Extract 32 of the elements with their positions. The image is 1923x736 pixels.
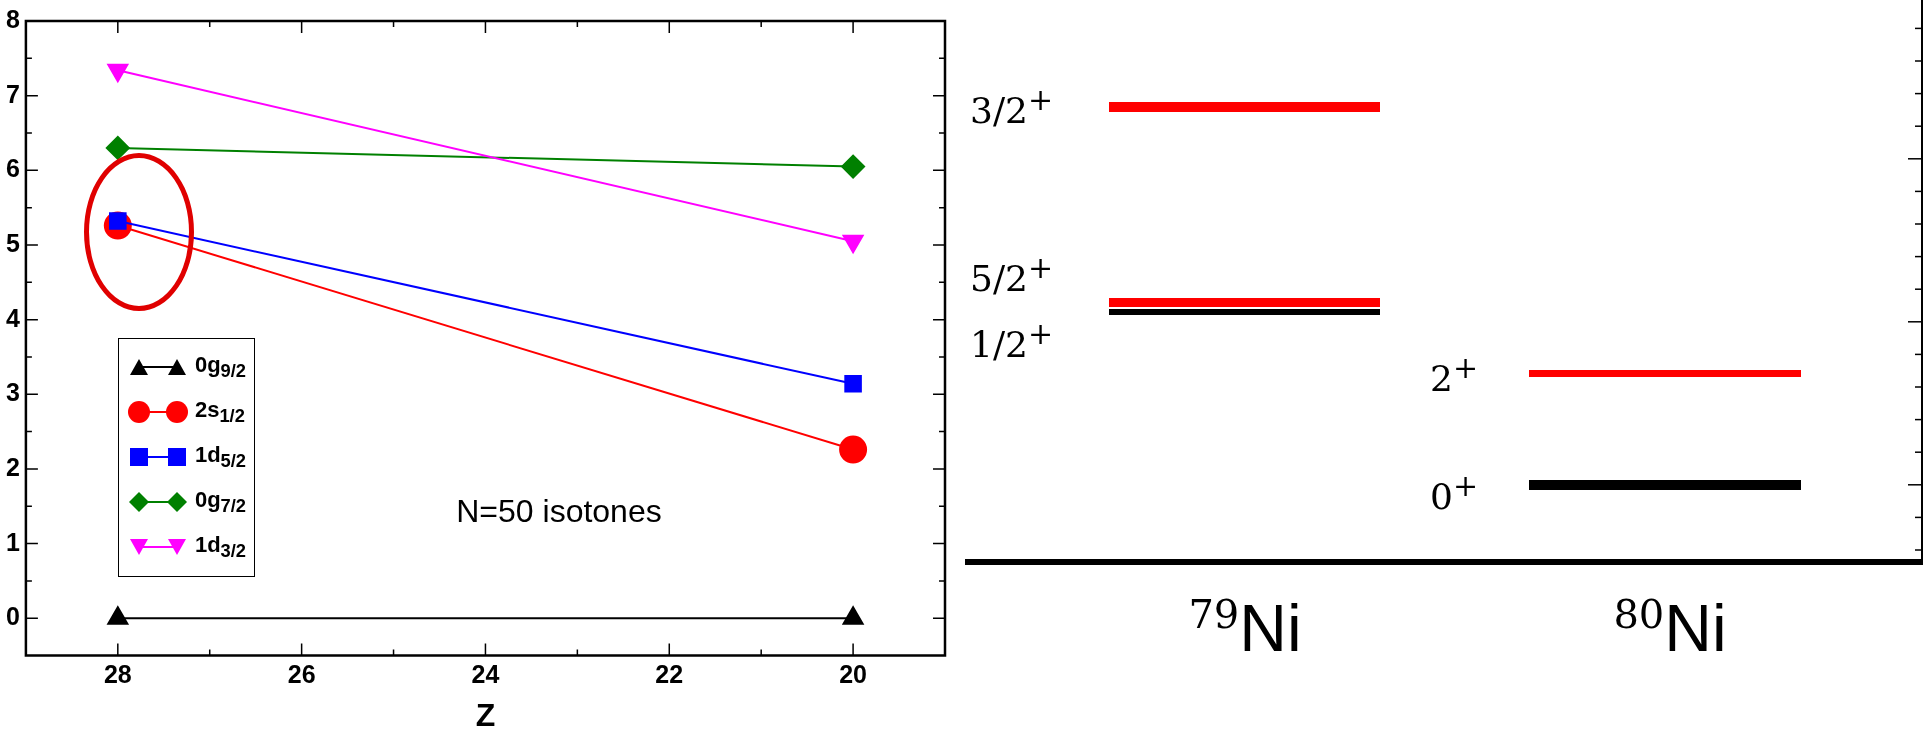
category-label: $^{79}$Ni	[1188, 590, 1302, 666]
y-tick-label: 2	[6, 452, 20, 481]
legend-label: 1d$_{3/2}$	[194, 531, 247, 563]
legend-label: 1d$_{5/2}$	[194, 441, 247, 473]
point	[841, 154, 866, 179]
point	[105, 135, 130, 160]
text: 1/2$^{+}$	[970, 316, 1054, 365]
y-tick-label: 6	[6, 154, 20, 183]
y-tick-label: 0	[6, 602, 20, 631]
x-axis-title: Z	[475, 696, 496, 733]
x-tick-label: 28	[103, 660, 132, 689]
y-tick-label: 8	[6, 4, 20, 33]
annotation: N=50 isotones	[456, 493, 662, 530]
x-tick-label: 24	[471, 660, 500, 689]
y-tick-label: 4	[6, 303, 20, 332]
category-label: $^{80}$Ni	[1613, 590, 1727, 666]
text: 5/2$^{+}$	[970, 250, 1054, 299]
point	[844, 375, 862, 393]
legend-label: 0g$_{7/2}$	[194, 486, 247, 518]
text: 2$^{+}$	[1430, 350, 1479, 399]
x-tick-label: 20	[839, 660, 867, 689]
y-tick-label: 7	[6, 79, 20, 108]
legend-label: 2s$_{1/2}$	[194, 396, 245, 428]
legend-label: 0g$_{9/2}$	[194, 351, 247, 383]
x-tick-label: 22	[655, 660, 684, 689]
text: 0$^{+}$	[1430, 468, 1479, 517]
y-tick-label: 5	[6, 228, 20, 257]
point	[839, 435, 868, 464]
text: 3/2$^{+}$	[970, 82, 1054, 131]
y-tick-label: 3	[6, 378, 20, 407]
x-tick-label: 26	[287, 660, 316, 689]
y-tick-label: 1	[6, 527, 20, 556]
